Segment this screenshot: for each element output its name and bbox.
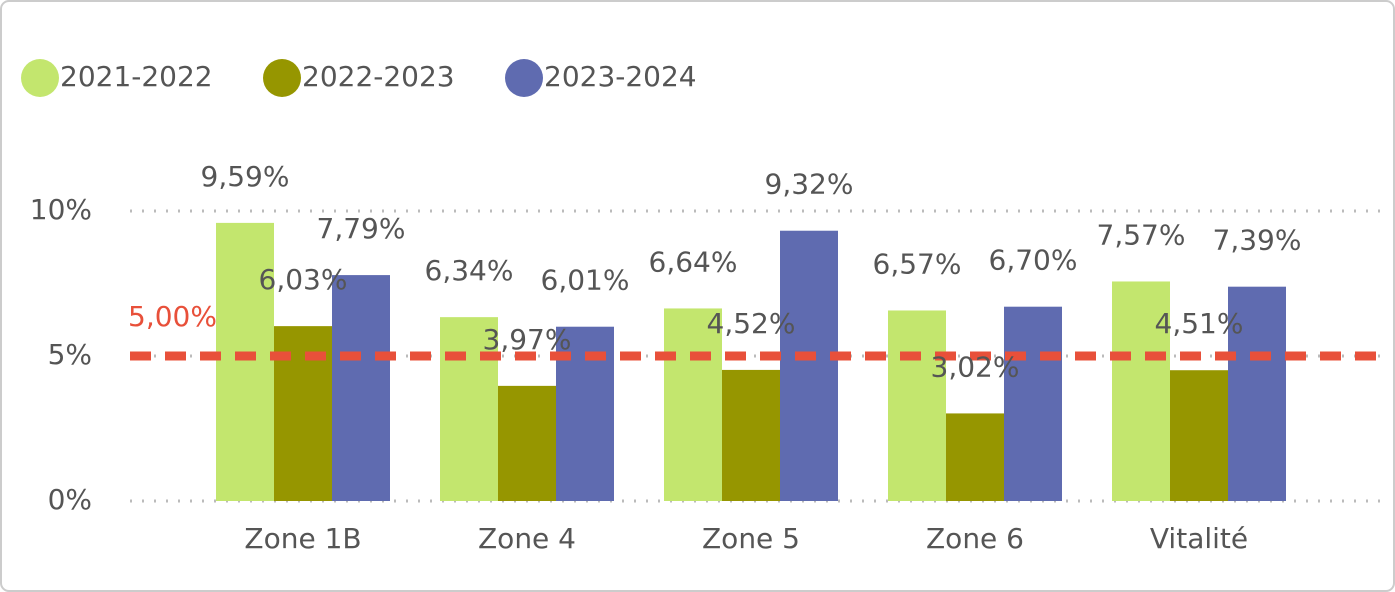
x-tick-label: Vitalité — [1150, 522, 1248, 555]
legend-label: 2022-2023 — [302, 60, 455, 93]
data-label: 3,02% — [931, 350, 1020, 383]
bar — [1228, 286, 1286, 501]
data-label: 9,32% — [765, 168, 854, 201]
x-tick-label: Zone 6 — [926, 522, 1024, 555]
bar — [946, 413, 1004, 501]
data-label: 3,97% — [483, 323, 572, 356]
y-tick-label: 5% — [48, 338, 92, 371]
data-label: 6,70% — [989, 244, 1078, 277]
bar — [216, 222, 274, 501]
legend-swatch — [21, 59, 59, 97]
bar — [498, 385, 556, 501]
data-label: 6,01% — [541, 264, 630, 297]
bar — [1112, 281, 1170, 501]
x-tick-label: Zone 4 — [478, 522, 576, 555]
data-label: 6,34% — [425, 254, 514, 287]
y-tick-label: 10% — [30, 193, 92, 226]
data-label: 9,59% — [201, 160, 290, 193]
bar — [440, 317, 498, 501]
data-label: 7,79% — [317, 212, 406, 245]
legend-swatch — [505, 59, 543, 97]
bar — [1004, 306, 1062, 501]
legend-swatch — [263, 59, 301, 97]
x-tick-label: Zone 1B — [244, 522, 361, 555]
legend-label: 2021-2022 — [60, 60, 213, 93]
bar — [332, 275, 390, 501]
bar — [664, 308, 722, 501]
data-label: 6,57% — [873, 247, 962, 280]
data-label: 7,57% — [1097, 218, 1186, 251]
bar — [1170, 370, 1228, 501]
data-label: 7,39% — [1213, 224, 1302, 257]
data-label: 4,52% — [707, 307, 796, 340]
bar — [888, 310, 946, 501]
bar — [780, 230, 838, 501]
data-label: 6,03% — [259, 263, 348, 296]
y-tick-label: 0% — [48, 483, 92, 516]
reference-label: 5,00% — [128, 300, 217, 333]
data-label: 6,64% — [649, 245, 738, 278]
bar — [722, 369, 780, 501]
x-tick-label: Zone 5 — [702, 522, 800, 555]
legend-label: 2023-2024 — [544, 60, 697, 93]
data-label: 4,51% — [1155, 307, 1244, 340]
